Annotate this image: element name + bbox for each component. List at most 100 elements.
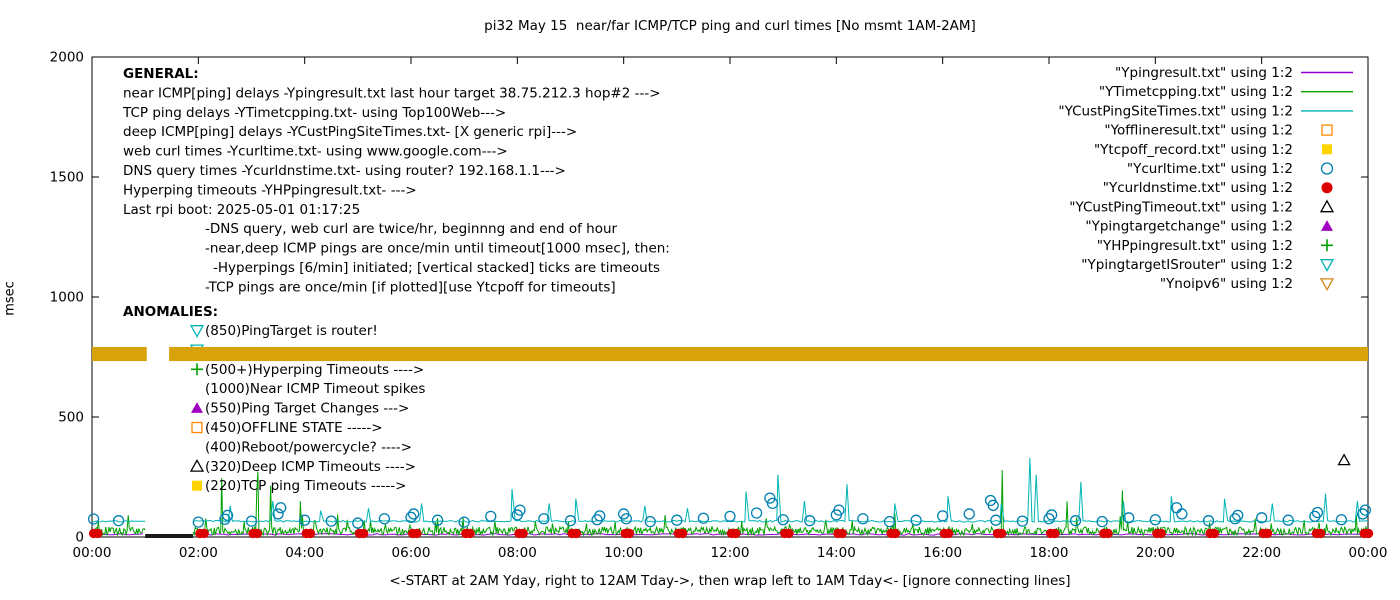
series-ycurltime-point: [724, 510, 736, 523]
x-tick-label: 12:00: [711, 545, 750, 561]
series-ycurldnstime-point: [731, 528, 741, 539]
series-ycurltime-point: [764, 492, 776, 504]
series-ycurldnstime-point: [1363, 528, 1374, 539]
series-ycurltime-point: [352, 517, 364, 529]
anomaly-label: (450)OFFLINE STATE ----->: [205, 420, 383, 436]
series-ycurltime-point: [1016, 515, 1029, 527]
series-ycurltime-point: [408, 508, 420, 520]
series-ycurltime-point: [378, 513, 391, 525]
legend-sample-marker: [1319, 199, 1335, 213]
series-ycustpingtimeout-point: [1337, 453, 1351, 466]
series-ycurltime-point: [620, 513, 632, 525]
series-ycurldnstime-point: [93, 528, 103, 539]
legend-label: "YHPpingresult.txt" using 1:2: [1097, 238, 1293, 254]
series-ycurltime-point: [910, 514, 922, 526]
legend-sample-marker: [1319, 259, 1335, 272]
x-tick-label: 14:00: [817, 545, 856, 561]
series-ycurltime-point: [963, 508, 975, 520]
legend-sample-marker: [1321, 124, 1333, 136]
anomaly-label: (320)Deep ICMP Timeouts ---->: [205, 459, 416, 475]
x-tick-label: 16:00: [923, 545, 962, 561]
series-ycurldnstime-point: [1262, 528, 1273, 539]
anomaly-triangle-down-open: [189, 325, 205, 338]
series-ycurltime-point: [1176, 508, 1188, 520]
x-tick-label: 18:00: [1030, 545, 1069, 561]
series-ycurldnstime-point: [1209, 528, 1220, 539]
series-ycurldnstime-point: [465, 528, 475, 539]
anomalies-heading: ANOMALIES:: [123, 304, 218, 320]
series-ycurldnstime-point: [252, 528, 263, 539]
general-line: -Hyperpings [6/min] initiated; [vertical…: [213, 260, 660, 276]
x-tick-label: 04:00: [285, 545, 324, 561]
series-ycurltime-point: [1096, 515, 1108, 528]
series-ycurltime-point: [883, 515, 896, 528]
anomaly-label: (1000)Near ICMP Timeout spikes: [205, 381, 425, 397]
series-ycurltime-point: [1202, 515, 1215, 527]
series-ycurltime-point: [1359, 504, 1371, 516]
series-ycustpingsitetimes: [91, 457, 1369, 523]
anomaly-triangle-up-filled: [191, 402, 203, 413]
series-ycurldnstime-point: [890, 528, 901, 539]
series-ycurltime-point: [1232, 509, 1244, 522]
series-ycurltime-point: [987, 499, 999, 511]
anomaly-square-open: [191, 421, 203, 434]
legend-label: "Ytcpoff_record.txt" using 1:2: [1094, 142, 1293, 158]
series-ycurldnstime-point: [571, 528, 582, 539]
series-ycurltime-point: [1256, 512, 1268, 524]
series-ycurltime-point: [272, 508, 284, 520]
y-tick-label: 500: [58, 410, 84, 426]
series-ycurltime-point: [405, 511, 417, 523]
y-tick-label: 1000: [50, 290, 84, 306]
legend-label: "YCustPingTimeout.txt" using 1:2: [1069, 199, 1293, 215]
series-ycurltime-point: [1069, 515, 1082, 527]
series-ycurltime-point: [221, 509, 234, 522]
series-ycurltime-point: [990, 514, 1002, 526]
series-ycurltime-point: [299, 514, 311, 526]
series-ycurltime-point: [458, 516, 470, 528]
series-ycurltime-point: [1311, 506, 1324, 519]
series-ycurltime-point: [766, 497, 779, 510]
series-ycurldnstime-point: [358, 528, 369, 539]
series-ycurldnstime-point: [305, 528, 316, 539]
series-ycurldnstime-point: [1315, 528, 1326, 539]
legend-sample-marker: [1322, 144, 1332, 155]
anomaly-label: (400)Reboot/powercycle? ---->: [205, 439, 412, 455]
legend-label: "YpingtargetISrouter" using 1:2: [1081, 257, 1293, 273]
general-line: TCP ping delays -YTimetcpping.txt- using…: [122, 105, 506, 121]
legend-sample-marker: [1319, 278, 1335, 292]
x-tick-label: 08:00: [498, 545, 537, 561]
anomaly-square-filled: [192, 480, 202, 491]
legend-label: "Yofflineresult.txt" using 1:2: [1104, 123, 1293, 139]
series-ycurldnstime-point: [1103, 528, 1113, 539]
x-tick-label: 06:00: [392, 545, 431, 561]
series-ycurltime-point: [777, 514, 789, 526]
legend-sample-marker: [1321, 220, 1333, 231]
anomaly-label: (550)Ping Target Changes --->: [205, 401, 409, 417]
chart-title: pi32 May 15 near/far ICMP/TCP ping and c…: [484, 18, 976, 34]
legend-sample-marker: [1320, 162, 1334, 175]
series-ycurldnstime-point: [199, 528, 209, 539]
x-tick-label: 22:00: [1242, 545, 1281, 561]
anomaly-label: (500+)Hyperping Timeouts ---->: [205, 362, 424, 378]
general-line: deep ICMP[ping] delays -YCustPingSiteTim…: [123, 124, 577, 140]
x-axis-label: <-START at 2AM Yday, right to 12AM Tday-…: [389, 573, 1071, 589]
series-ycurltime-point: [245, 515, 258, 527]
series-ycurltime-point: [1335, 514, 1348, 526]
legend-label: "YTimetcpping.txt" using 1:2: [1099, 84, 1293, 100]
series-ycurltime-point: [431, 514, 444, 526]
series-ycurltime-point: [804, 515, 816, 527]
series-ycurldnstime-point: [412, 528, 422, 539]
y-tick-label: 0: [75, 530, 84, 546]
series-ycurltime-point: [485, 510, 497, 523]
series-ycurldnstime-point: [996, 528, 1007, 539]
series-ycurldnstime-point: [1050, 528, 1060, 539]
series-ycurltime-point: [1149, 514, 1161, 526]
anomaly-label: (850)PingTarget is router!: [205, 323, 378, 339]
series-ycurltime-point: [671, 514, 683, 526]
series-ycurltime-point: [564, 515, 577, 527]
series-ycurltime-point: [1123, 512, 1135, 524]
series-ycurltime-point: [275, 502, 287, 514]
series-ycurltime-point: [325, 515, 337, 527]
series-ycurldnstime-point: [624, 528, 635, 539]
